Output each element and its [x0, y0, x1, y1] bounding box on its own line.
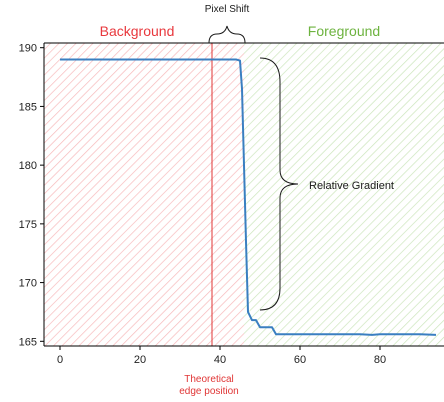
y-tick-label: 185: [19, 101, 37, 113]
pixel-shift-label: Pixel Shift: [205, 4, 250, 15]
y-tick-label: 175: [19, 219, 37, 231]
series-line: [60, 58, 437, 336]
relative-gradient-label: Relative Gradient: [309, 180, 394, 192]
region-label-foreground: Foreground: [308, 23, 380, 39]
x-tick-label: 20: [134, 354, 146, 366]
foreground-region: [244, 43, 444, 346]
relative-gradient-brace: [259, 57, 299, 311]
x-tick-label: 40: [214, 354, 226, 366]
edge-position-label-line2: edge position: [179, 386, 239, 397]
background-region: [44, 43, 244, 346]
tick-layer: 165 170 175 180 185 190 0 20 40 60 80: [19, 43, 386, 366]
region-layer: [44, 43, 444, 346]
region-label-background: Background: [100, 23, 175, 39]
y-tick-label: 170: [19, 278, 37, 290]
x-tick-label: 80: [374, 354, 386, 366]
y-tick-label: 180: [19, 160, 37, 172]
pixel-shift-brace: [208, 25, 246, 44]
edge-position-label-line1: Theoretical: [184, 374, 233, 385]
axes-layer: [43, 42, 444, 347]
x-tick-label: 0: [57, 354, 63, 366]
x-tick-label: 60: [294, 354, 306, 366]
series-layer: [60, 58, 437, 336]
y-tick-label: 190: [19, 43, 37, 55]
y-tick-label: 165: [19, 336, 37, 348]
